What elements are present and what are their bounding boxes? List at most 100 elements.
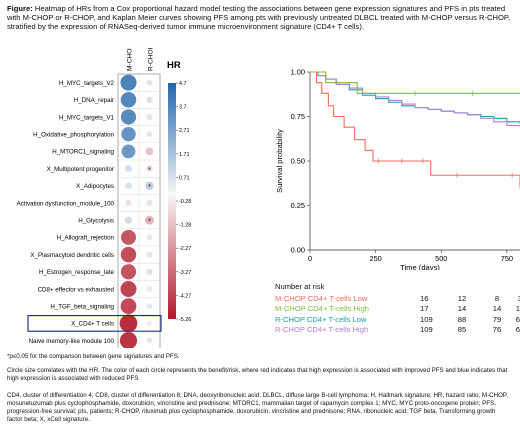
risk-row-label: R-CHOP CD4+ T-cells Low	[275, 314, 367, 324]
y-tick-label: 1.00	[291, 68, 305, 77]
mchop-hr-circle	[124, 216, 133, 224]
mchop-hr-circle	[121, 127, 136, 142]
rchop-hr-circle	[146, 268, 153, 275]
rchop-hr-circle	[146, 286, 153, 292]
risk-count: 17	[420, 304, 429, 314]
mchop-hr-circle	[120, 246, 137, 263]
row-label: X_Multipotent progenitor	[47, 166, 114, 173]
mchop-hr-circle	[125, 165, 132, 173]
rchop-hr-circle	[146, 320, 153, 327]
rchop-hr-circle	[146, 337, 153, 344]
risk-count: 69	[515, 314, 520, 324]
rchop-hr-circle	[145, 147, 154, 156]
abbreviations-footnote: CD4, cluster of differentiation 4; CD8, …	[7, 392, 508, 423]
risk-row-label: R-CHOP CD4+ T-cells High	[275, 325, 369, 335]
y-tick-label: 0.75	[291, 112, 305, 121]
column-label-r-chop: R-CHOP	[148, 48, 155, 71]
significance-star: *	[148, 184, 151, 191]
risk-count: 76	[492, 325, 502, 335]
mchop-hr-circle	[120, 74, 137, 91]
risk-count: 16	[420, 293, 429, 303]
row-label: Naive memory-like module 100	[29, 338, 115, 345]
risk-count: 69	[515, 325, 520, 335]
km-line-m-chop-cd4-t-cells-low	[310, 71, 520, 188]
risk-count: 88	[457, 314, 467, 324]
mchop-hr-circle	[119, 332, 138, 348]
row-label: H_Allograft_rejection	[57, 235, 115, 242]
rchop-hr-circle	[145, 215, 154, 225]
risk-row-label: M-CHOP CD4+ T-cells Low	[275, 293, 368, 303]
rchop-hr-circle	[146, 251, 153, 258]
mchop-hr-circle	[121, 229, 136, 245]
risk-row: R-CHOP CD4+ T-cells Low 109 88 79 69	[275, 315, 520, 326]
km-line-r-chop-cd4-t-cells-high	[310, 71, 520, 128]
y-tick-label: 0.25	[291, 201, 305, 210]
x-tick-label: 750	[501, 254, 513, 263]
risk-table-title: Number at risk	[275, 282, 325, 291]
rchop-hr-circle	[146, 303, 153, 310]
mchop-hr-circle	[120, 298, 137, 315]
caption-label: Figure:	[7, 4, 33, 13]
mchop-hr-circle	[120, 280, 137, 298]
risk-count: 109	[420, 325, 433, 335]
legend-tick-label: -5.26	[179, 317, 191, 323]
figure-caption: Figure: Heatmap of HRs from a Cox propor…	[7, 4, 512, 31]
rchop-hr-circle	[146, 96, 153, 103]
legend-tick-label: 3.7	[179, 105, 187, 111]
rchop-hr-circle	[146, 79, 153, 86]
significance-star: *	[148, 167, 151, 174]
risk-count: 109	[420, 314, 433, 324]
legend-tick-label: 2.71	[179, 128, 190, 134]
risk-row: M-CHOP CD4+ T-cells Low 16 12 8 3	[275, 294, 520, 305]
x-tick-label: 500	[435, 254, 447, 263]
km-line-r-chop-cd4-t-cells-low	[310, 71, 520, 124]
legend-tick-label: -0.28	[179, 199, 191, 205]
mchop-hr-circle	[121, 144, 136, 159]
row-label: X_CD4+ T cells	[71, 321, 114, 328]
row-label: H_TGF_beta_signaling	[50, 304, 114, 311]
mchop-hr-circle	[125, 182, 132, 190]
y-tick-label: 0.50	[291, 157, 305, 166]
legend-title: HR	[167, 60, 181, 71]
row-label: H_MYC_targets_V2	[59, 80, 115, 87]
significance-footnote: *p≤0.05 for the comparison between gene …	[7, 353, 180, 360]
row-label: Activation dysfunction_module_100	[17, 200, 115, 207]
risk-count: 12	[457, 293, 467, 303]
row-label: H_MYC_targets_V1	[59, 114, 115, 121]
row-label: X_Adipocytes	[76, 183, 114, 190]
legend-tick-label: 1.71	[179, 152, 190, 158]
y-tick-label: 0.00	[291, 246, 305, 255]
significance-star: *	[148, 218, 151, 225]
risk-row: M-CHOP CD4+ T-cells High 17 14 14 13	[275, 304, 520, 315]
legend-tick-label: -2.27	[179, 246, 191, 252]
risk-count: 13	[515, 304, 520, 314]
legend-tick-label: 4.7	[179, 81, 187, 87]
rchop-hr-circle	[146, 113, 153, 121]
caption-text: Heatmap of HRs from a Cox proportional h…	[7, 4, 511, 31]
rchop-hr-circle	[146, 165, 153, 172]
risk-count: 8	[494, 293, 500, 303]
rchop-hr-circle	[146, 199, 153, 207]
row-label: H_Estrogen_response_late	[39, 269, 115, 276]
mchop-hr-circle	[120, 264, 137, 280]
row-label: X_Plasmacytoid dendritic cells	[30, 252, 114, 259]
kaplan-meier-plot: 0.00 0.25 0.50 0.75 1.00 0 250 500 750 Time (days…	[275, 68, 520, 270]
y-axis-label: Survival probability	[275, 129, 284, 193]
mchop-hr-circle	[125, 199, 132, 207]
rchop-hr-circle	[146, 234, 153, 241]
row-label: H_Glycolysis	[78, 218, 114, 225]
legend-tick-label: -4.27	[179, 293, 191, 299]
x-tick-label: 250	[369, 254, 381, 263]
number-at-risk-table: Number at risk M-CHOP CD4+ T-cells Low 16…	[275, 282, 520, 336]
legend-tick-label: -3.27	[179, 270, 191, 276]
column-label-m-chop: M-CHOP	[127, 48, 134, 71]
rchop-hr-circle	[145, 181, 154, 190]
risk-row: R-CHOP CD4+ T-cells High 109 85 76 69	[275, 325, 520, 336]
risk-count: 14	[457, 304, 467, 314]
row-label: H_DNA_repair	[74, 97, 114, 104]
rchop-hr-circle	[146, 131, 153, 138]
mchop-hr-circle	[119, 314, 138, 333]
risk-count: 85	[457, 325, 467, 335]
row-label: CD8+ effector vs exhausted	[38, 286, 115, 293]
x-axis-label: Time (days)	[400, 263, 440, 270]
